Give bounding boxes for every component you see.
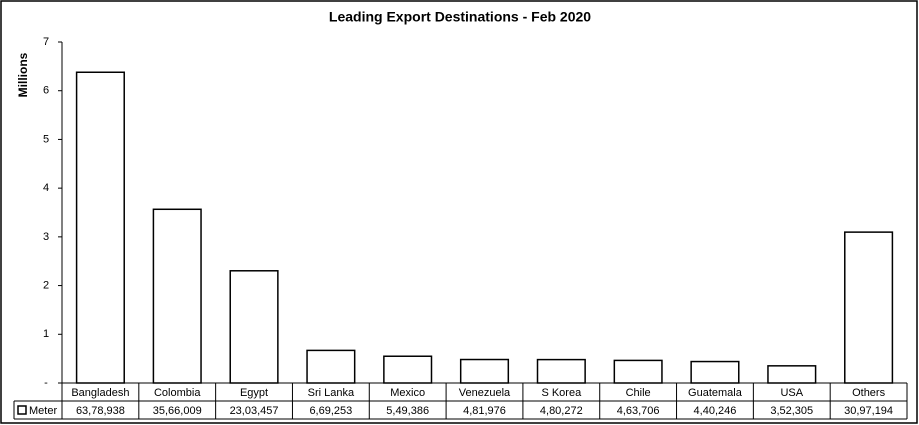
legend-swatch <box>17 405 27 415</box>
table-value: 6,69,253 <box>309 405 352 417</box>
bar <box>383 355 433 384</box>
x-tick-label: USA <box>780 387 803 399</box>
x-tick-label: Others <box>852 387 886 399</box>
bar <box>75 71 125 384</box>
table-value: 3,52,305 <box>770 405 813 417</box>
y-tick-label: - <box>44 377 48 389</box>
legend-label: Meter <box>29 405 57 417</box>
x-tick-label: Mexico <box>390 387 425 399</box>
x-tick-label: Colombia <box>154 387 201 399</box>
x-tick-label: Bangladesh <box>71 387 129 399</box>
table-value: 4,80,272 <box>540 405 583 417</box>
x-tick-label: Chile <box>626 387 651 399</box>
table-value: 4,40,246 <box>694 405 737 417</box>
x-tick-label: S Korea <box>541 387 582 399</box>
bar <box>152 208 202 384</box>
y-tick-label: 5 <box>43 133 49 145</box>
x-tick-label: Sri Lanka <box>308 387 355 399</box>
bar <box>613 359 663 384</box>
x-tick-label: Guatemala <box>688 387 743 399</box>
table-value: 35,66,009 <box>153 405 202 417</box>
x-tick-label: Venezuela <box>459 387 511 399</box>
y-tick-label: 1 <box>43 328 49 340</box>
table-value: 4,63,706 <box>617 405 660 417</box>
bar <box>459 358 510 384</box>
bar <box>536 358 586 384</box>
bar <box>690 360 740 384</box>
x-tick-label: Egypt <box>240 387 268 399</box>
y-tick-label: 3 <box>43 231 49 243</box>
table-value: 63,78,938 <box>76 405 125 417</box>
y-tick-label: 6 <box>43 85 49 97</box>
bar <box>767 365 817 384</box>
y-axis-title: Millions <box>16 52 30 97</box>
table-value: 30,97,194 <box>844 405 893 417</box>
table-value: 5,49,386 <box>386 405 429 417</box>
bar <box>844 231 894 384</box>
bar <box>229 270 279 384</box>
y-tick-label: 4 <box>43 182 49 194</box>
y-tick-label: 2 <box>43 279 49 291</box>
table-value: 4,81,976 <box>463 405 506 417</box>
y-tick-label: 7 <box>43 36 49 48</box>
bar <box>306 349 356 384</box>
table-value: 23,03,457 <box>230 405 279 417</box>
chart-title: Leading Export Destinations - Feb 2020 <box>329 9 591 25</box>
